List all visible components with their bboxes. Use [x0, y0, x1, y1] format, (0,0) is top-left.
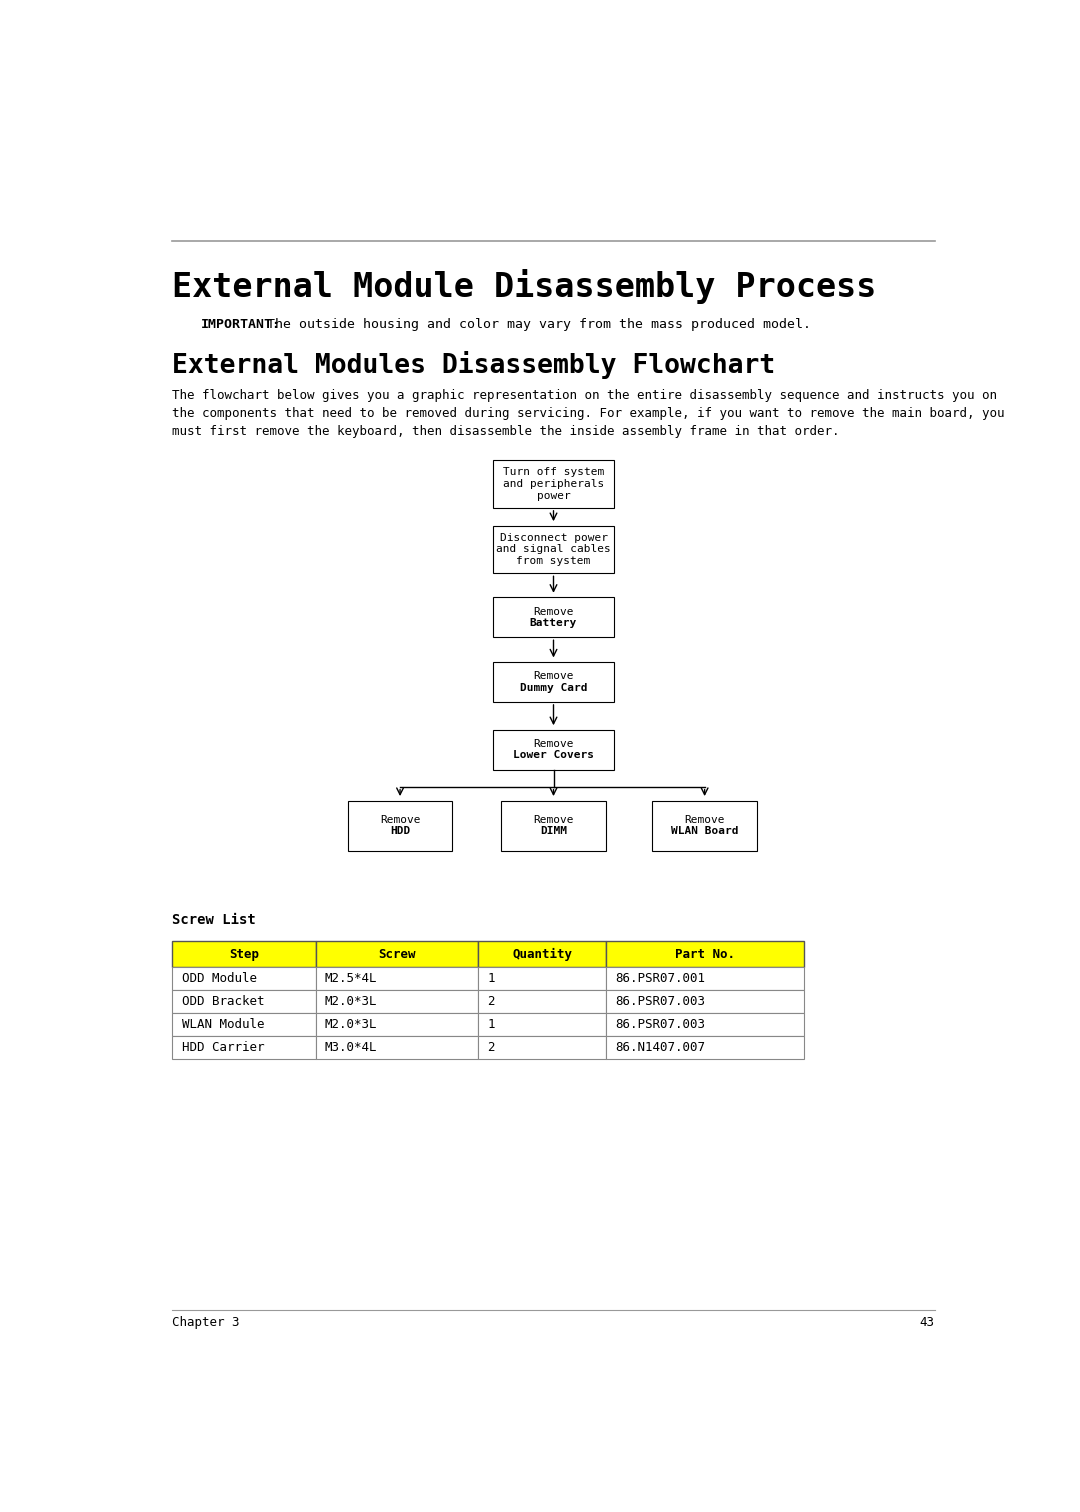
Text: Remove: Remove: [534, 739, 573, 748]
Bar: [315, 966, 478, 990]
Bar: [494, 730, 613, 770]
Bar: [606, 990, 804, 1013]
Text: Disconnect power
and signal cables
from system: Disconnect power and signal cables from …: [496, 532, 611, 565]
Text: M2.0*3L: M2.0*3L: [325, 1018, 377, 1031]
Bar: [494, 526, 613, 573]
Bar: [478, 966, 606, 990]
Bar: [478, 942, 606, 966]
Bar: [606, 1036, 804, 1060]
Bar: [478, 1013, 606, 1036]
Bar: [494, 662, 613, 702]
Bar: [606, 966, 804, 990]
Text: The flowchart below gives you a graphic representation on the entire disassembly: The flowchart below gives you a graphic …: [172, 389, 1004, 437]
Text: 1: 1: [488, 972, 495, 984]
Bar: [315, 1013, 478, 1036]
Text: External Module Disassembly Process: External Module Disassembly Process: [172, 269, 877, 304]
Text: M3.0*4L: M3.0*4L: [325, 1042, 377, 1054]
Text: Remove: Remove: [685, 815, 725, 826]
Bar: [348, 800, 453, 851]
Text: 2: 2: [488, 995, 495, 1009]
Text: 86.PSR07.003: 86.PSR07.003: [616, 995, 705, 1009]
Text: Part No.: Part No.: [675, 948, 735, 960]
Bar: [172, 990, 315, 1013]
Text: 2: 2: [488, 1042, 495, 1054]
Bar: [606, 942, 804, 966]
Text: External Modules Disassembly Flowchart: External Modules Disassembly Flowchart: [172, 351, 775, 380]
Text: ODD Module: ODD Module: [181, 972, 257, 984]
Text: The outside housing and color may vary from the mass produced model.: The outside housing and color may vary f…: [267, 318, 811, 331]
Text: WLAN Board: WLAN Board: [671, 826, 739, 836]
Bar: [494, 597, 613, 637]
Text: 86.PSR07.001: 86.PSR07.001: [616, 972, 705, 984]
Bar: [315, 990, 478, 1013]
Text: Step: Step: [229, 948, 259, 960]
Bar: [172, 1013, 315, 1036]
Text: M2.0*3L: M2.0*3L: [325, 995, 377, 1009]
Bar: [494, 460, 613, 508]
Text: IMPORTANT:: IMPORTANT:: [201, 318, 281, 331]
Bar: [478, 1036, 606, 1060]
Bar: [315, 942, 478, 966]
Text: WLAN Module: WLAN Module: [181, 1018, 264, 1031]
Text: Turn off system
and peripherals
power: Turn off system and peripherals power: [503, 467, 604, 500]
Text: Remove: Remove: [534, 606, 573, 617]
Text: Lower Covers: Lower Covers: [513, 750, 594, 761]
Text: Quantity: Quantity: [512, 948, 572, 960]
Text: M2.5*4L: M2.5*4L: [325, 972, 377, 984]
Text: Dummy Card: Dummy Card: [519, 682, 588, 692]
Text: 86.PSR07.003: 86.PSR07.003: [616, 1018, 705, 1031]
Bar: [501, 800, 606, 851]
Bar: [172, 942, 315, 966]
Text: Chapter 3: Chapter 3: [172, 1317, 240, 1329]
Text: Screw List: Screw List: [172, 913, 256, 927]
Text: DIMM: DIMM: [540, 826, 567, 836]
Text: HDD Carrier: HDD Carrier: [181, 1042, 264, 1054]
Bar: [652, 800, 757, 851]
Text: 43: 43: [920, 1317, 935, 1329]
Bar: [606, 1013, 804, 1036]
Text: 86.N1407.007: 86.N1407.007: [616, 1042, 705, 1054]
Bar: [478, 990, 606, 1013]
Text: Screw: Screw: [378, 948, 416, 960]
Text: 1: 1: [488, 1018, 495, 1031]
Text: HDD: HDD: [390, 826, 410, 836]
Text: ODD Bracket: ODD Bracket: [181, 995, 264, 1009]
Text: Remove: Remove: [380, 815, 420, 826]
Text: Remove: Remove: [534, 815, 573, 826]
Text: Remove: Remove: [534, 671, 573, 682]
Text: Battery: Battery: [530, 618, 577, 627]
Bar: [172, 966, 315, 990]
Bar: [172, 1036, 315, 1060]
Bar: [315, 1036, 478, 1060]
